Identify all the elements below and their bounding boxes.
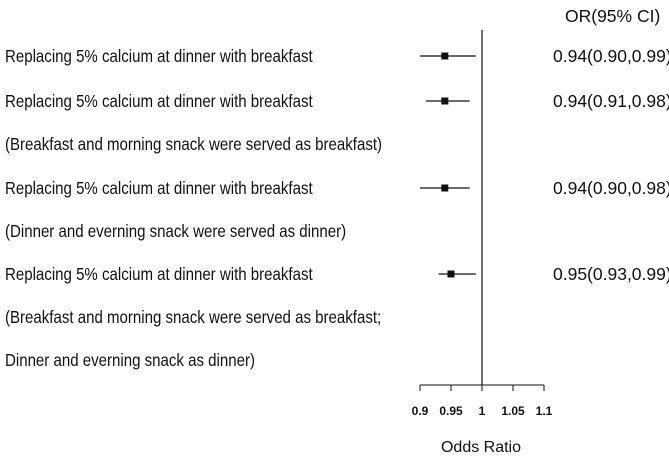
or-ci-value: 0.95(0.93,0.99) bbox=[553, 264, 669, 284]
row-label: Replacing 5% calcium at dinner with brea… bbox=[5, 179, 313, 198]
x-tick-label: 1.1 bbox=[536, 404, 553, 418]
or-values: 0.94(0.90,0.99) 0.94(0.91,0.98) 0.94(0.90,… bbox=[553, 46, 669, 284]
point-estimate-marker bbox=[441, 184, 449, 192]
row-sublabel: (Breakfast and morning snack were served… bbox=[5, 308, 381, 327]
x-tick-label: 1.05 bbox=[501, 404, 525, 418]
x-tick-label: 0.95 bbox=[439, 404, 463, 418]
or-ci-value: 0.94(0.91,0.98) bbox=[553, 91, 669, 111]
row-sublabel: (Breakfast and morning snack were served… bbox=[5, 135, 382, 154]
point-estimate-marker bbox=[441, 97, 449, 105]
or-ci-value: 0.94(0.90,0.99) bbox=[553, 46, 669, 66]
confidence-intervals bbox=[420, 52, 476, 278]
row-label: Replacing 5% calcium at dinner with brea… bbox=[5, 47, 313, 66]
point-estimate-marker bbox=[447, 270, 455, 278]
x-tick-label: 0.9 bbox=[412, 404, 429, 418]
row-label: Replacing 5% calcium at dinner with brea… bbox=[5, 92, 313, 111]
x-axis: 0.9 0.95 1 1.05 1.1 bbox=[412, 384, 553, 418]
row-sublabel: Dinner and everning snack as dinner) bbox=[5, 351, 255, 370]
x-tick-label: 1 bbox=[479, 404, 486, 418]
row-label: Replacing 5% calcium at dinner with brea… bbox=[5, 265, 313, 284]
or-ci-value: 0.94(0.90,0.98) bbox=[553, 178, 669, 198]
point-estimate-marker bbox=[441, 52, 449, 60]
row-labels: Replacing 5% calcium at dinner with brea… bbox=[5, 47, 382, 370]
x-axis-title: Odds Ratio bbox=[441, 439, 521, 456]
row-sublabel: (Dinner and everning snack were served a… bbox=[5, 222, 346, 241]
or-ci-header: OR(95% CI) bbox=[565, 6, 660, 26]
